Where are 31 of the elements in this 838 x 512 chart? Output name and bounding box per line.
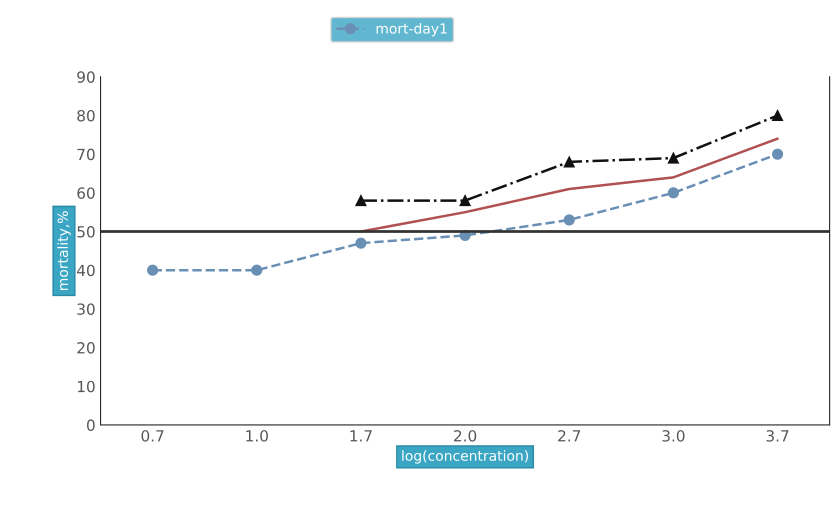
x-tick-label: 1.7	[350, 430, 372, 442]
y-axis-title: mortality,%	[57, 211, 71, 290]
point	[668, 152, 679, 164]
y-tick-label: 60	[77, 187, 95, 199]
legend-label: mort-day1	[376, 23, 447, 36]
x-tick-label: 3.7	[766, 430, 788, 442]
point	[668, 187, 679, 198]
y-tick-label: 50	[77, 226, 95, 238]
point	[772, 110, 784, 122]
point	[251, 264, 262, 276]
y-tick-label: 80	[77, 110, 95, 122]
x-axis-title: log(concentration)	[402, 450, 528, 464]
point	[355, 238, 366, 249]
y-tick-label: 20	[77, 342, 95, 354]
y-tick-label: 10	[78, 380, 95, 392]
point	[564, 214, 575, 226]
point	[147, 264, 158, 276]
y-tick-label: 90	[77, 71, 95, 83]
x-tick-label: 3.0	[662, 430, 685, 442]
y-tick-label: 70	[78, 148, 95, 160]
x-tick-label: 1.0	[246, 430, 268, 442]
x-tick-label: 2.0	[454, 430, 476, 442]
y-tick-label: 30	[77, 303, 95, 315]
x-tick-label: 0.7	[141, 430, 164, 442]
y-tick-label: 40	[77, 264, 95, 276]
point	[355, 195, 366, 206]
point	[564, 156, 575, 168]
y-tick-label: 0	[86, 419, 95, 431]
x-tick-label: 2.7	[558, 430, 580, 442]
point	[460, 195, 471, 206]
point	[772, 148, 784, 160]
